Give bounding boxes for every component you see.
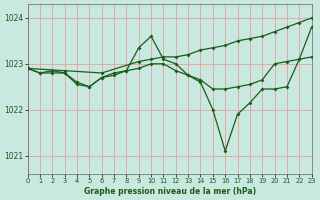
X-axis label: Graphe pression niveau de la mer (hPa): Graphe pression niveau de la mer (hPa) <box>84 187 256 196</box>
